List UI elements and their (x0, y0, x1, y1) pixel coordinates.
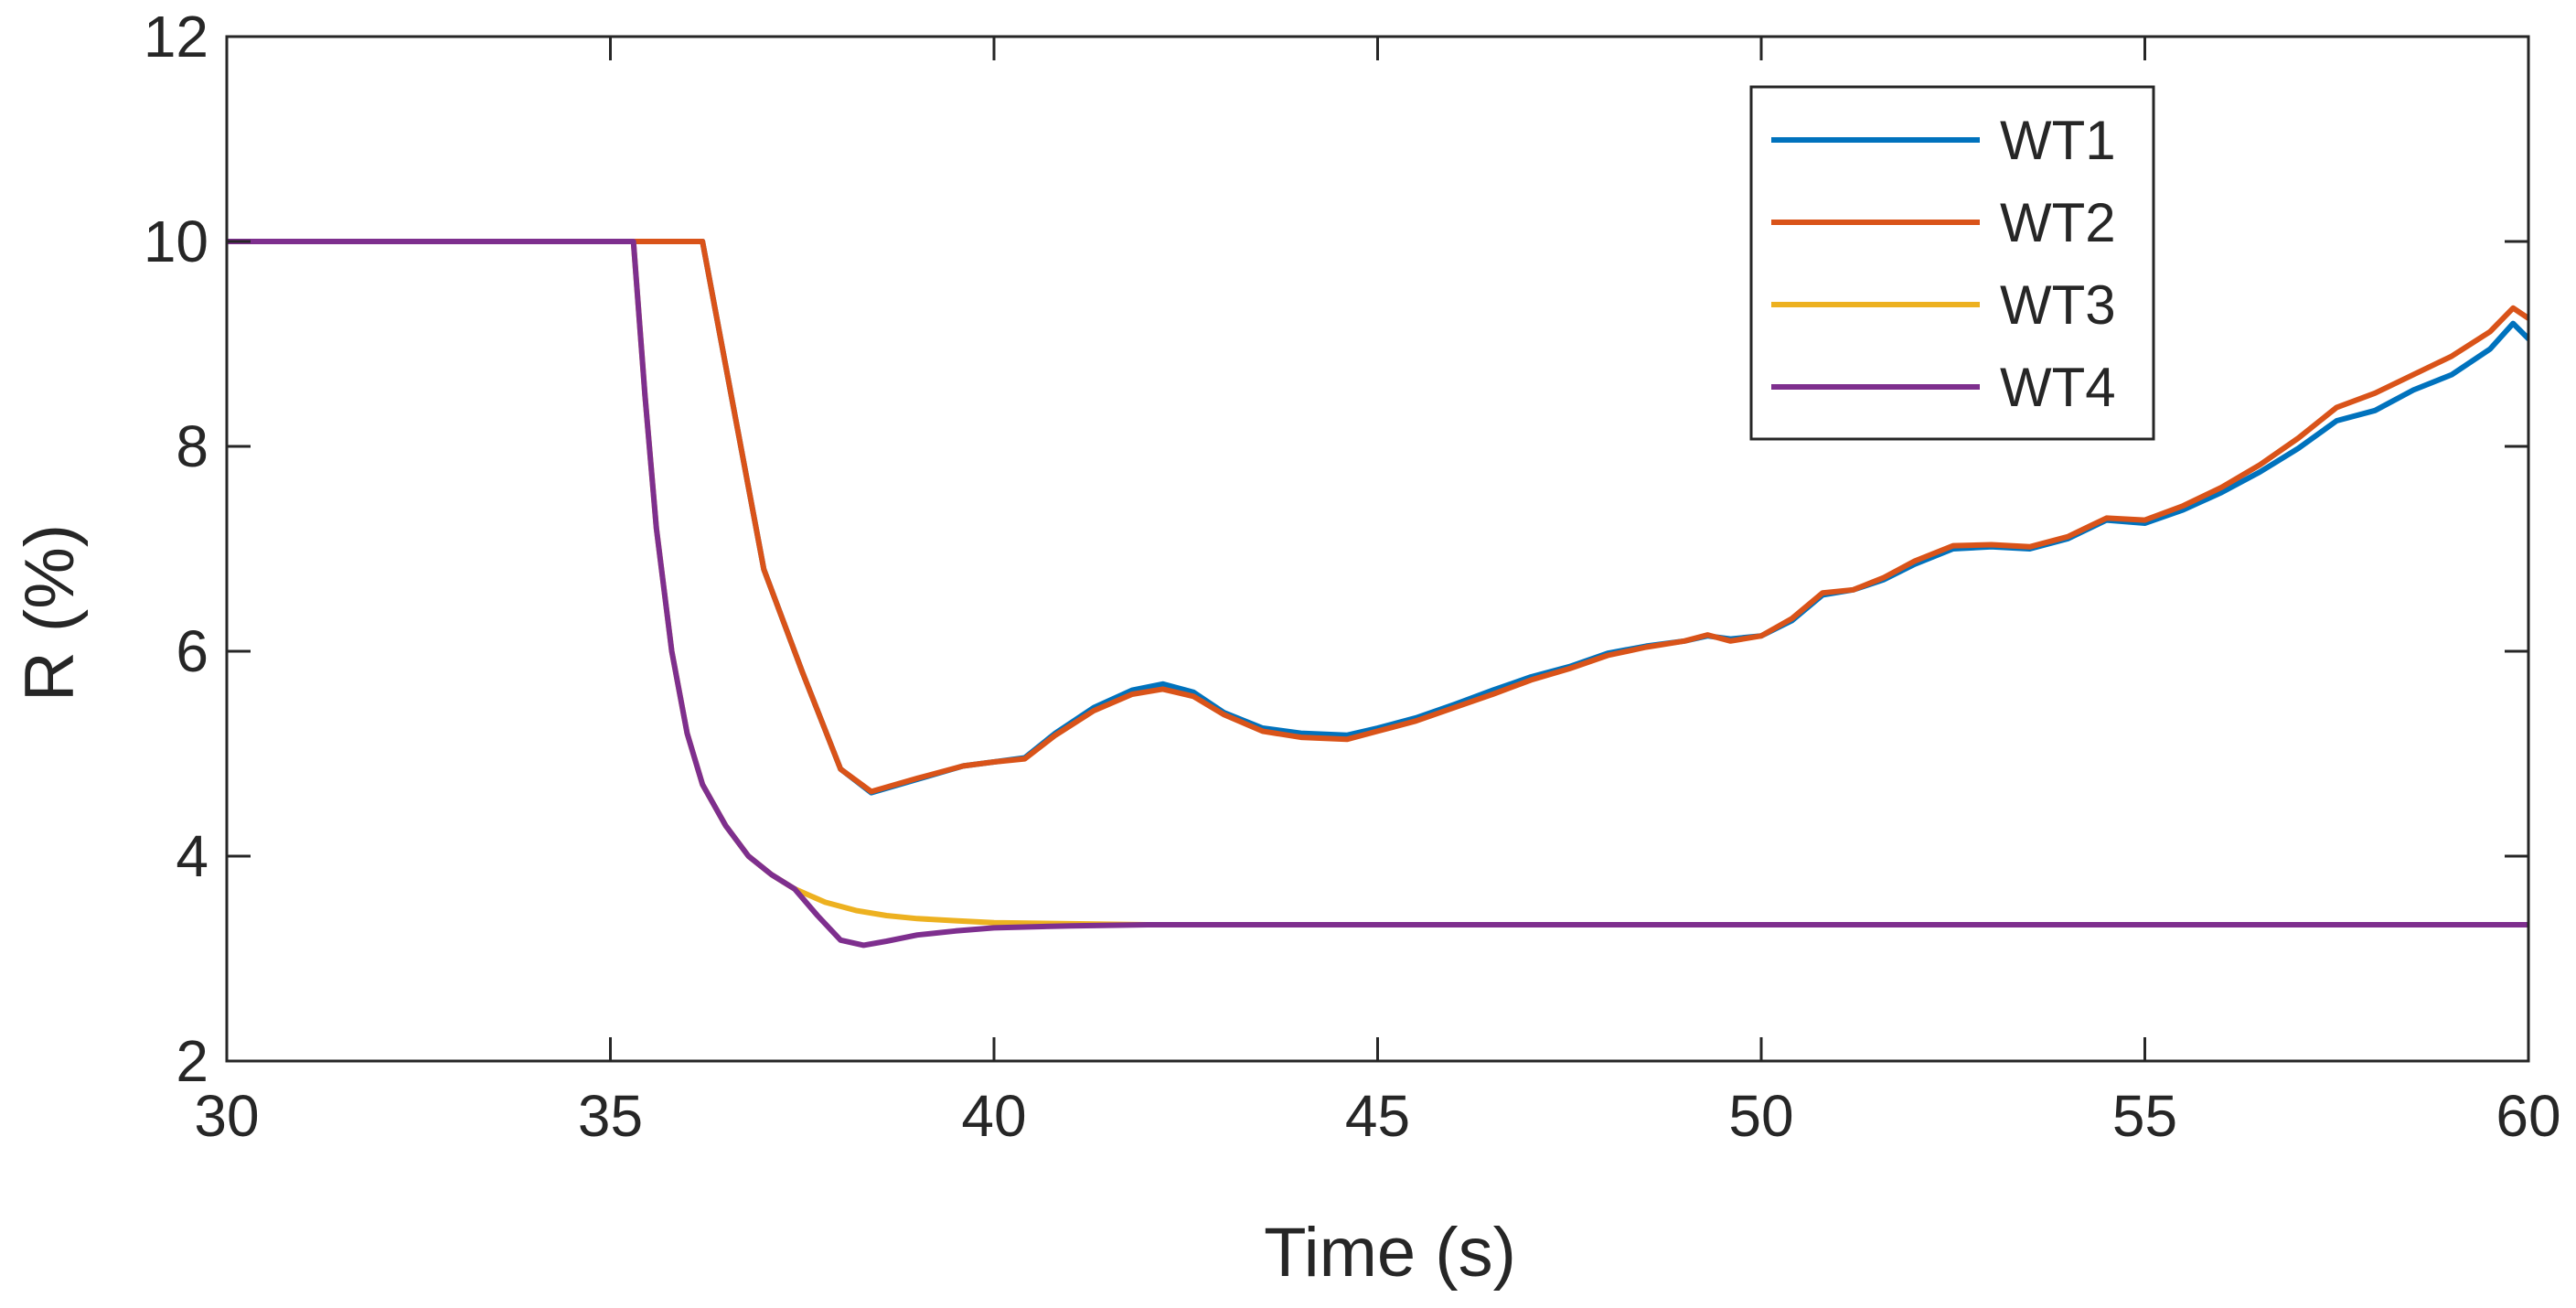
x-tick-label: 45 (1345, 1083, 1410, 1149)
legend-box (1749, 85, 2155, 441)
y-tick-label: 4 (176, 823, 208, 889)
y-tick-label: 8 (176, 413, 208, 479)
y-axis-label: R (%) (11, 524, 89, 702)
x-tick-label: 55 (2112, 1083, 2177, 1149)
series-line-wt2 (227, 239, 2528, 795)
series-line-wt4 (227, 239, 2528, 949)
y-tick-label: 6 (176, 618, 208, 684)
legend-label-wt3: WT3 (2000, 274, 2116, 336)
x-axis-label: Time (s) (1264, 1214, 1516, 1292)
legend: WT1 WT2 WT3 WT4 (1749, 85, 2155, 441)
y-tick-label: 12 (144, 4, 208, 70)
y-tick-label: 10 (144, 209, 208, 274)
x-tick-label: 60 (2496, 1083, 2560, 1149)
legend-label-wt2: WT2 (2000, 192, 2116, 253)
x-tick-label: 50 (1728, 1083, 1793, 1149)
legend-label-wt4: WT4 (2000, 357, 2116, 418)
y-tick-label: 2 (176, 1028, 208, 1094)
x-tick-label: 40 (961, 1083, 1026, 1149)
x-tick-label: 30 (194, 1083, 259, 1149)
legend-label-wt1: WT1 (2000, 110, 2116, 171)
plot-area (227, 37, 2528, 1061)
x-tick-label: 35 (578, 1083, 643, 1149)
